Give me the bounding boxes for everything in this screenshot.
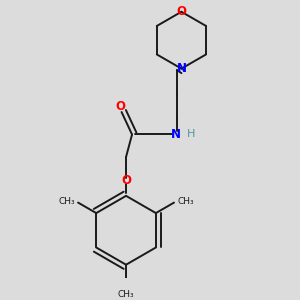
Text: O: O — [121, 174, 131, 188]
Text: CH₃: CH₃ — [177, 196, 194, 206]
Text: O: O — [176, 5, 186, 18]
Text: H: H — [187, 130, 196, 140]
Text: N: N — [170, 128, 180, 141]
Text: O: O — [115, 100, 125, 113]
Text: CH₃: CH₃ — [118, 290, 134, 299]
Text: N: N — [176, 62, 186, 75]
Text: CH₃: CH₃ — [58, 196, 75, 206]
